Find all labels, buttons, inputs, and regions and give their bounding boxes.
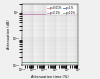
p=1%: [55, 61, 56, 62]
p=0.1%: [48, 14, 49, 15]
p=0.1%: [76, 14, 77, 15]
p=0.1%: [77, 14, 79, 15]
p=0.01%: [48, 14, 50, 15]
p=0.01%: [48, 14, 49, 15]
p=0.1%: [55, 14, 56, 15]
p=0.1%: [67, 14, 69, 15]
p=10%: [55, 61, 56, 62]
p=10%: [77, 61, 79, 62]
p=1%: [21, 61, 23, 62]
p=10%: [48, 61, 50, 62]
Legend: p=0.01%, p=0.1%, p=1%, p=10%: p=0.01%, p=0.1%, p=1%, p=10%: [46, 5, 77, 15]
p=0.01%: [55, 14, 56, 15]
p=1%: [52, 61, 53, 62]
p=0.01%: [21, 14, 23, 15]
p=1%: [48, 61, 49, 62]
p=10%: [52, 61, 53, 62]
Y-axis label: Attenuation (dB): Attenuation (dB): [7, 20, 11, 49]
p=0.01%: [67, 14, 69, 15]
p=0.1%: [21, 14, 23, 15]
p=1%: [77, 61, 79, 62]
p=0.01%: [76, 14, 77, 15]
p=10%: [76, 61, 77, 62]
X-axis label: Attenuation time (%): Attenuation time (%): [31, 75, 69, 79]
p=10%: [67, 61, 69, 62]
p=1%: [76, 61, 77, 62]
p=1%: [67, 61, 69, 62]
p=0.1%: [48, 14, 50, 15]
p=10%: [48, 61, 49, 62]
p=0.01%: [52, 14, 53, 15]
p=1%: [48, 61, 50, 62]
p=10%: [21, 61, 23, 62]
p=0.1%: [52, 14, 53, 15]
p=0.01%: [77, 14, 79, 15]
